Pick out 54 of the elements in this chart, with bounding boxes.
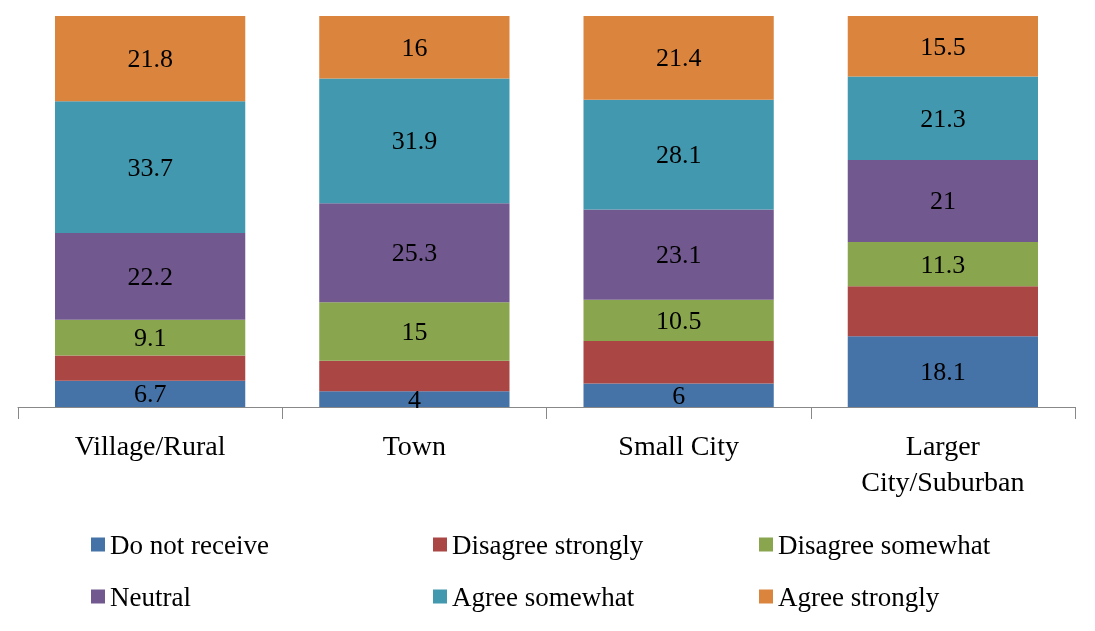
bar [55,233,246,320]
legend-label: Agree strongly [778,581,940,612]
bar [583,340,774,384]
legend-label: Disagree strongly [452,529,644,560]
bar [583,16,774,100]
data-label: 6.7 [133,379,167,409]
bar [319,203,510,303]
legend-label: Disagree somewhat [778,529,991,560]
bar [55,101,246,234]
data-label: 21.4 [655,43,702,73]
bar [847,336,1039,407]
bar [847,242,1039,287]
bar [847,76,1039,160]
data-label: 6 [672,380,686,410]
bar [583,383,774,407]
x-tick-label: Larger City/Suburban [861,429,1025,497]
x-tick-label: Town [382,429,447,461]
data-label: 4 [407,384,421,414]
data-label: 15 [401,317,428,347]
data-label: 23.1 [655,240,702,270]
bar [583,209,774,300]
x-tick-label: Small City [618,429,739,461]
data-label: 10.5 [655,305,702,335]
bar [847,159,1039,242]
data-label: 22.2 [127,261,173,291]
data-label: 31.9 [391,126,438,156]
legend-label: Agree somewhat [452,581,635,612]
data-label: 15.5 [920,31,966,61]
bar [847,16,1039,77]
bar [319,302,510,361]
data-label: 21.8 [127,44,173,74]
bar [319,78,510,204]
bar [55,355,246,381]
bar [55,319,246,356]
data-label: 25.3 [391,238,438,268]
bar [55,380,246,407]
bar [319,360,510,392]
bar [583,99,774,210]
bar [583,299,774,341]
data-label: 9.1 [133,323,167,353]
legend-label: Do not receive [110,529,269,560]
data-label: 21.3 [920,103,966,133]
data-label: 11.3 [920,249,966,279]
data-label: 16 [401,32,428,62]
bar [847,286,1039,337]
bar [319,16,510,79]
legend-label: Neutral [110,581,191,612]
data-label: 28.1 [655,140,702,170]
data-label: 33.7 [127,152,173,182]
data-label: 21 [929,186,956,216]
bar [319,391,510,407]
x-tick-label: Village/Rural [74,429,226,461]
data-label: 18.1 [920,357,966,387]
bar [55,16,246,102]
